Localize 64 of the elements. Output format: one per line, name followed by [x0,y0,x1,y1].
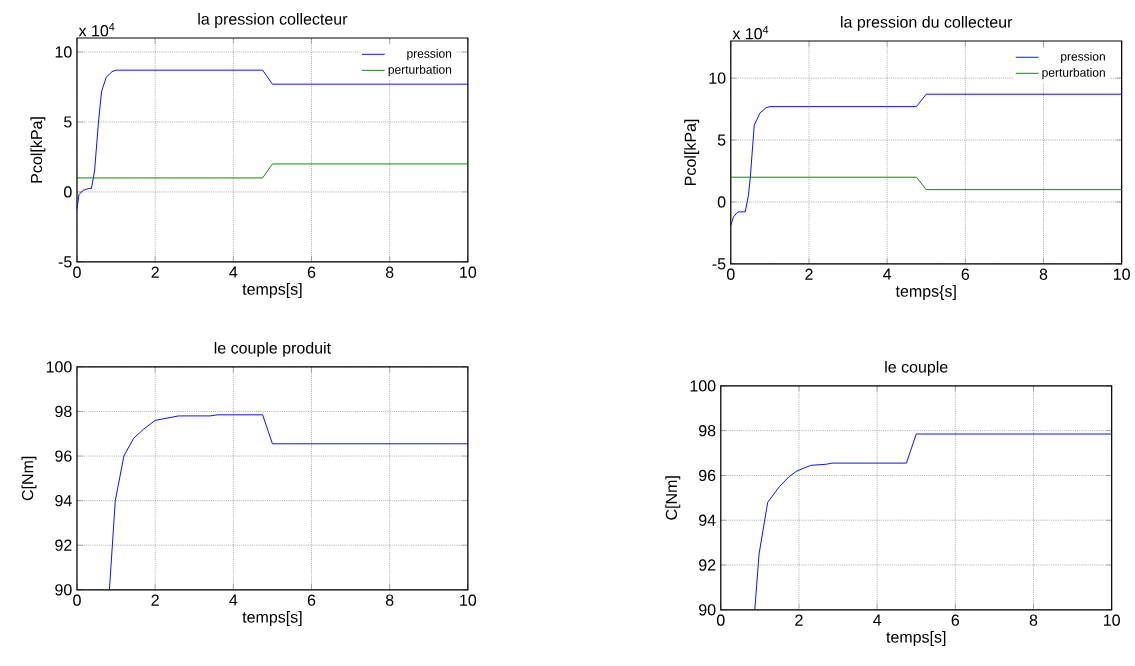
y-tick-label: -5 [58,256,72,268]
chart-title: la pression du collecteur [841,16,1013,32]
x-tick-label: 6 [951,614,960,626]
y-tick-label: -5 [712,258,726,270]
y-tick-label: 96 [699,469,716,482]
x-tick-label: 4 [883,268,892,280]
x-tick-label: 2 [805,268,813,280]
line-series [754,433,1113,611]
y-tick-label: 92 [699,559,716,571]
y-tick-label: 100 [690,380,716,392]
y-tick-label: 100 [46,361,72,373]
y-tick-label: 10 [709,72,726,84]
legend-label: perturbation [1042,68,1105,80]
text: x 10$^{4}$ [732,26,769,40]
x-tick-label: 2 [151,266,159,278]
x-tick-label: 0 [726,268,735,281]
legend-label: pression [1061,52,1105,64]
x-tick-label: 8 [1039,268,1048,281]
x-tick-label: 4 [229,266,238,278]
y-axis-title: Pcol[kPa] [30,117,46,183]
x-axis-title: temps[s] [242,283,302,299]
y-tick-label: 5 [64,116,72,128]
x-tick-label: 8 [385,266,394,279]
x-tick-label: 8 [1029,614,1038,626]
y-tick-label: 94 [699,514,716,526]
x-axis-title: temps{s] [895,285,956,301]
y-tick-label: 98 [55,405,72,418]
text: x 10$^{4}$ [78,23,115,37]
x-tick-label: 10 [460,594,477,606]
x-tick-label: 4 [873,614,882,626]
x-tick-label: 10 [1113,268,1130,281]
y-axis-title: C[Nm] [21,456,37,501]
x-tick-label: 4 [229,594,238,606]
x-tick-label: 0 [73,266,81,279]
y-tick-label: 98 [699,425,716,437]
legend-label: pression [407,49,452,61]
y-tick-label: 0 [64,186,72,198]
x-tick-label: 10 [1103,614,1120,626]
chart-title: le couple [885,361,948,376]
y-tick-label: 10 [55,46,72,58]
x-tick-label: 2 [795,614,803,626]
x-tick-label: 6 [961,268,970,281]
x-tick-label: 8 [385,594,394,606]
y-axis-title: C[Nm] [665,476,681,520]
y-tick-label: 0 [717,196,726,208]
y-tick-label: 94 [55,495,72,507]
x-axis-title: temps[s] [886,631,946,647]
chart-title: le couple produit [214,342,331,357]
y-tick-label: 96 [55,450,72,462]
line-series [730,93,1123,227]
y-axis-title: Pcol[kPa] [684,119,700,186]
y-tick-label: 92 [55,539,72,551]
legend-label: perturbation [388,65,452,77]
line-series [108,414,469,591]
x-tick-label: 0 [73,594,81,606]
y-tick-label: 90 [699,604,716,616]
chart-title: la pression collecteur [198,13,348,29]
x-axis-title: temps[s] [242,611,302,627]
y-tick-label: 90 [55,584,72,596]
x-tick-label: 2 [151,594,159,606]
x-tick-label: 10 [460,266,477,279]
x-tick-label: 6 [307,266,316,279]
y-tick-label: 5 [717,134,726,146]
x-tick-label: 6 [307,594,316,606]
